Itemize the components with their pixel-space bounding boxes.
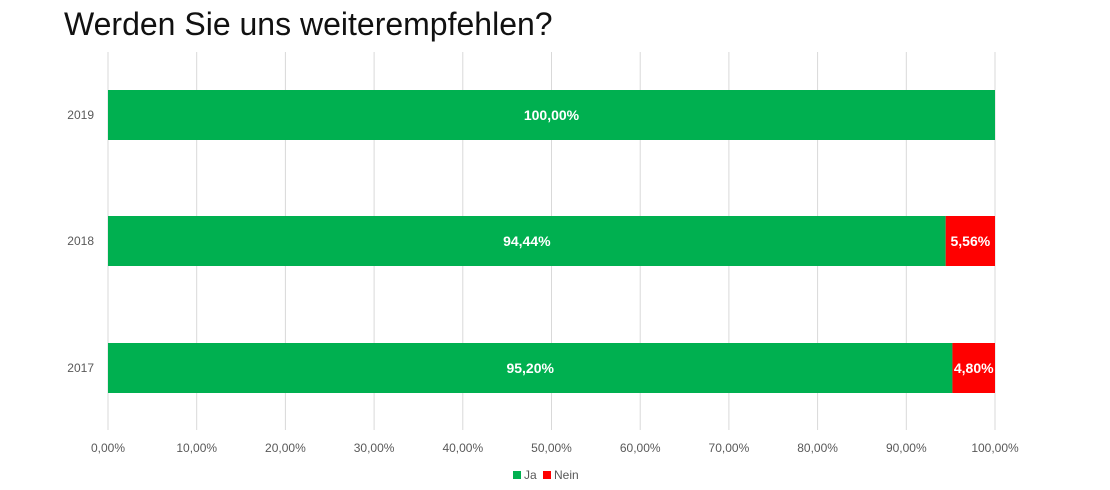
x-tick-label: 0,00% [91,441,125,455]
x-tick-label: 100,00% [971,441,1019,455]
bar-nein-2018 [945,216,995,266]
legend-swatch-ja [513,471,521,479]
x-tick-label: 10,00% [176,441,217,455]
x-tick-label: 50,00% [531,441,572,455]
x-tick-label: 90,00% [886,441,927,455]
chart-title: Werden Sie uns weiterempfehlen? [64,6,553,42]
category-label: 2017 [67,361,94,375]
data-label: 100,00% [524,107,580,123]
x-tick-label: 40,00% [442,441,483,455]
legend: Ja Nein [513,468,579,482]
bar-ja-2018 [108,216,946,266]
data-label: 4,80% [954,360,994,376]
bars: 100,00% 94,44% 5,56% 95,20% 4,80% [108,90,995,393]
legend-label-nein: Nein [554,468,579,482]
legend-swatch-nein [543,471,551,479]
bar-ja-2017 [108,343,953,393]
x-tick-label: 60,00% [620,441,661,455]
bar-ja-2019 [108,90,995,140]
x-tick-label: 30,00% [354,441,395,455]
category-labels: 2019 2018 2017 [67,108,94,375]
x-tick-label: 20,00% [265,441,306,455]
legend-label-ja: Ja [524,468,537,482]
category-label: 2019 [67,108,94,122]
bar-nein-2017 [952,343,995,393]
x-tick-label: 80,00% [797,441,838,455]
data-label: 95,20% [506,360,554,376]
category-label: 2018 [67,234,94,248]
x-tick-label: 70,00% [709,441,750,455]
data-label: 94,44% [503,233,551,249]
data-label: 5,56% [950,233,990,249]
x-axis-ticks: 0,00% 10,00% 20,00% 30,00% 40,00% 50,00% 60,00… [91,441,1019,455]
